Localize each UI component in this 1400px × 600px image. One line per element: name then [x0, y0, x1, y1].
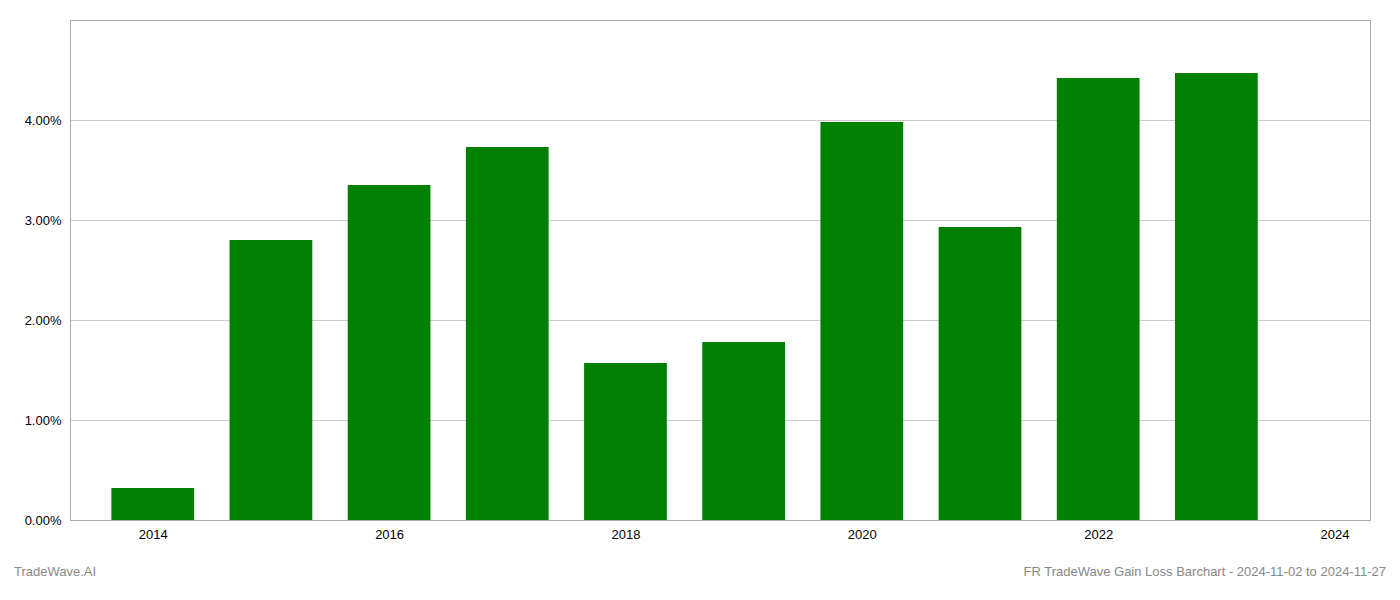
svg-text:2022: 2022	[1084, 527, 1113, 542]
svg-text:3.00%: 3.00%	[25, 213, 62, 228]
svg-text:4.00%: 4.00%	[25, 113, 62, 128]
svg-text:2018: 2018	[611, 527, 640, 542]
html-text:FR TradeWave Gain Loss Barchar: FR TradeWave Gain Loss Barchart - 2024-1…	[1023, 564, 1386, 579]
svg-text:1.00%: 1.00%	[25, 413, 62, 428]
svg-text:2024: 2024	[1321, 527, 1350, 542]
svg-text:2014: 2014	[139, 527, 168, 542]
svg-text:0.00%: 0.00%	[25, 513, 62, 528]
svg-text:2020: 2020	[848, 527, 877, 542]
svg-text:2.00%: 2.00%	[25, 313, 62, 328]
svg-text:2016: 2016	[375, 527, 404, 542]
html-text:TradeWave.AI: TradeWave.AI	[14, 564, 97, 579]
